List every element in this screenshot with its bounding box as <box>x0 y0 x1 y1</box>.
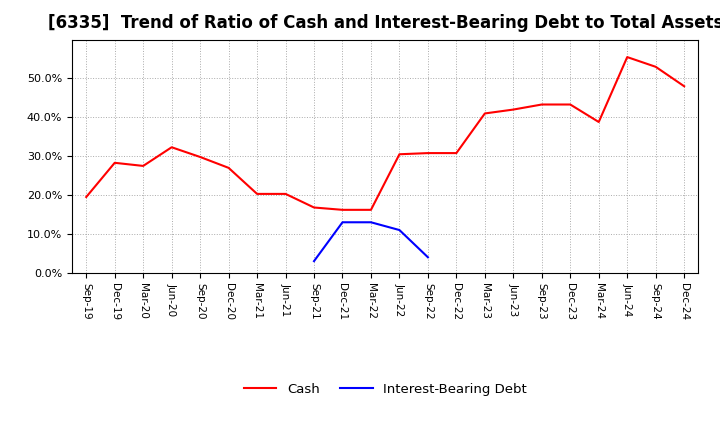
Cash <box>395 152 404 157</box>
Interest-Bearing Debt <box>395 227 404 233</box>
Cash <box>225 165 233 170</box>
Cash <box>652 64 660 70</box>
Cash <box>509 107 518 112</box>
Legend: Cash, Interest-Bearing Debt: Cash, Interest-Bearing Debt <box>238 378 532 401</box>
Cash <box>423 150 432 156</box>
Cash <box>680 84 688 89</box>
Cash <box>595 119 603 125</box>
Cash <box>366 207 375 213</box>
Interest-Bearing Debt <box>338 220 347 225</box>
Cash <box>623 55 631 60</box>
Title: [6335]  Trend of Ratio of Cash and Interest-Bearing Debt to Total Assets: [6335] Trend of Ratio of Cash and Intere… <box>48 15 720 33</box>
Interest-Bearing Debt <box>366 220 375 225</box>
Cash <box>196 154 204 160</box>
Cash <box>310 205 318 210</box>
Cash <box>480 111 489 116</box>
Cash <box>338 207 347 213</box>
Cash <box>282 191 290 197</box>
Cash <box>110 160 119 165</box>
Interest-Bearing Debt <box>423 255 432 260</box>
Line: Interest-Bearing Debt: Interest-Bearing Debt <box>314 222 428 261</box>
Cash <box>537 102 546 107</box>
Cash <box>82 194 91 200</box>
Interest-Bearing Debt <box>310 258 318 264</box>
Cash <box>253 191 261 197</box>
Cash <box>167 145 176 150</box>
Line: Cash: Cash <box>86 57 684 210</box>
Cash <box>452 150 461 156</box>
Cash <box>139 163 148 169</box>
Cash <box>566 102 575 107</box>
